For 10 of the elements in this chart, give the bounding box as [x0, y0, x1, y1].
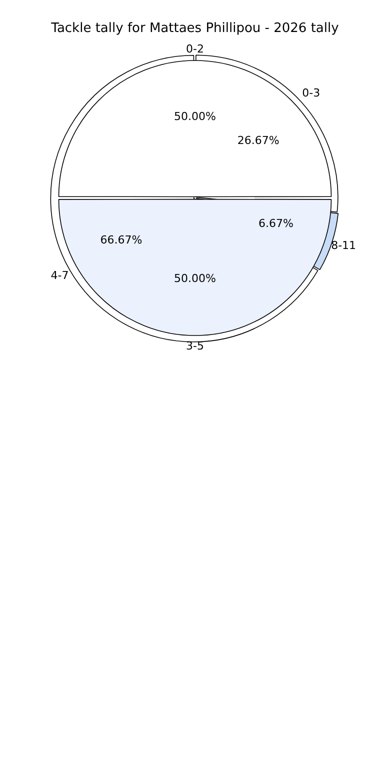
category-label: 8-11 [331, 239, 356, 252]
text: 26.67% [237, 134, 280, 147]
category-label: 4-7 [50, 268, 69, 282]
text: 6.67% [258, 217, 294, 230]
chart-title: Tackle tally for Mattaes Phillipou - 2026 tally [50, 21, 340, 36]
data-label: 50.00% [174, 272, 216, 285]
text: 66.67% [100, 233, 142, 246]
category-label: 0-3 [302, 86, 320, 100]
data-label: 50.00% [174, 110, 216, 123]
slice-label: 0-2 [186, 42, 204, 56]
